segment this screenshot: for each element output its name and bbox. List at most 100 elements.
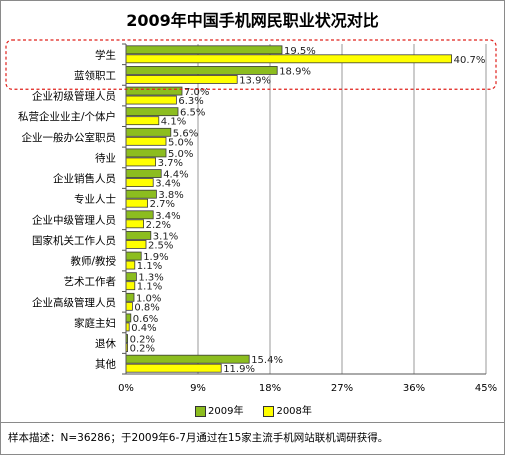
bar-2008年 <box>125 95 177 105</box>
value-label: 5.0% <box>168 137 193 148</box>
value-label: 1.9% <box>143 252 168 263</box>
bar-2008年 <box>125 240 147 249</box>
bar-2008年 <box>125 301 133 311</box>
value-label: 1.3% <box>138 273 163 284</box>
bar-2009年 <box>125 292 135 302</box>
x-tick-label: 0% <box>118 383 134 394</box>
value-label: 4.1% <box>161 117 186 128</box>
bar-2009年 <box>125 210 154 220</box>
category-label: 私营企业业主/个体户 <box>18 110 116 123</box>
value-label: 15.4% <box>251 355 283 366</box>
grid-layer <box>197 44 487 374</box>
x-tick-label: 27% <box>331 383 353 394</box>
bar-2008年 <box>125 136 167 146</box>
highlight-layer <box>5 39 497 90</box>
footnote-divider <box>1 422 504 423</box>
value-label: 40.7% <box>454 55 486 66</box>
category-label: 待业 <box>95 151 116 164</box>
bar-2008年 <box>125 75 238 84</box>
category-label: 企业中级管理人员 <box>32 213 116 226</box>
x-tick-label: 36% <box>403 383 425 394</box>
value-label: 7.0% <box>184 87 209 98</box>
category-label: 企业一般办公室职员 <box>22 131 117 144</box>
value-label: 3.4% <box>155 179 180 190</box>
value-label: 13.9% <box>239 75 271 86</box>
category-label: 企业销售人员 <box>53 172 116 185</box>
bar-2009年 <box>125 86 183 96</box>
category-label: 学生 <box>95 48 116 61</box>
value-label: 0.8% <box>134 302 159 313</box>
legend-label-2008: 2008年 <box>276 406 312 417</box>
value-label: 3.8% <box>158 190 183 201</box>
chart-title: 2009年中国手机网民职业状况对比 <box>126 11 379 30</box>
value-label: 3.1% <box>153 231 178 242</box>
value-label: 3.4% <box>155 211 180 222</box>
value-label: 6.5% <box>180 108 205 119</box>
bar-2008年 <box>125 281 136 291</box>
category-label: 国家机关工作人员 <box>32 234 116 247</box>
value-label: 4.4% <box>163 170 188 181</box>
value-label: 5.6% <box>173 128 198 139</box>
bar-2008年 <box>125 157 157 167</box>
x-tick-label: 18% <box>259 383 281 394</box>
value-label: 3.7% <box>158 158 183 169</box>
category-label: 专业人士 <box>74 193 116 206</box>
bar-2009年 <box>125 354 250 364</box>
bar-2008年 <box>125 363 222 373</box>
category-label: 退休 <box>95 338 116 350</box>
bar-2009年 <box>125 231 152 240</box>
legend-label-2009: 2009年 <box>208 406 244 417</box>
value-label: 2.2% <box>146 220 171 231</box>
category-label: 其他 <box>95 358 116 371</box>
bar-2009年 <box>125 313 132 323</box>
category-label: 企业初级管理人员 <box>32 90 116 103</box>
bar-2008年 <box>125 219 145 229</box>
value-label: 0.2% <box>130 344 155 355</box>
value-label-layer: 19.5% 40.7% 18.9% 13.9% 7.0%6.3%6.5%4.1%5.6%… <box>130 46 486 375</box>
highlight-box <box>5 39 497 90</box>
bar-2009年 <box>125 272 137 282</box>
value-label: 0.2% <box>130 335 155 346</box>
bar-2008年 <box>125 198 149 208</box>
bar-2009年 <box>125 127 172 137</box>
category-label: 教师/教授 <box>70 255 116 268</box>
legend: 2009年 2008年 <box>195 402 332 417</box>
bar-2009年 <box>125 169 162 178</box>
bar-2008年 <box>125 260 136 270</box>
category-label-layer: 学生蓝领职工企业初级管理人员私营企业业主/个体户企业一般办公室职员待业企业销售人… <box>18 48 117 370</box>
bar-2009年 <box>125 107 179 117</box>
bar-2008年 <box>125 116 160 126</box>
value-label: 11.9% <box>223 364 255 375</box>
x-tick-label: 45% <box>475 383 497 394</box>
value-label: 2.7% <box>150 199 175 210</box>
value-label: 0.6% <box>133 314 158 325</box>
legend-item-2009: 2009年 <box>195 402 243 417</box>
value-label: 0.4% <box>131 323 156 334</box>
bar-2009年 <box>125 189 157 199</box>
category-label: 企业高级管理人员 <box>32 296 116 309</box>
value-label: 5.0% <box>168 149 193 160</box>
legend-swatch-2009 <box>195 405 206 417</box>
category-label: 艺术工作者 <box>64 276 117 288</box>
legend-item-2008: 2008年 <box>263 402 312 417</box>
legend-swatch-2008 <box>263 405 275 417</box>
x-tick-label: 9% <box>190 383 206 394</box>
value-label: 18.9% <box>279 66 311 77</box>
value-label: 2.5% <box>148 240 173 251</box>
bar-2008年 <box>125 178 154 187</box>
value-label: 1.1% <box>137 282 162 293</box>
bar-2009年 <box>125 45 283 55</box>
bar-2009年 <box>125 251 142 261</box>
axis-layer: 0% 9% 18% 27% 36% 45% <box>118 43 497 394</box>
bar-2009年 <box>125 66 278 75</box>
value-label: 1.1% <box>137 261 162 272</box>
value-label: 6.3% <box>178 96 203 107</box>
category-label: 家庭主妇 <box>74 316 116 329</box>
bar-layer <box>125 45 453 373</box>
footnote: 样本描述：N=36286；于2009年6-7月通过在15家主流手机网站联机调研获… <box>8 432 389 444</box>
value-label: 1.0% <box>136 293 161 304</box>
value-label: 19.5% <box>284 46 316 57</box>
bar-2009年 <box>125 148 167 158</box>
